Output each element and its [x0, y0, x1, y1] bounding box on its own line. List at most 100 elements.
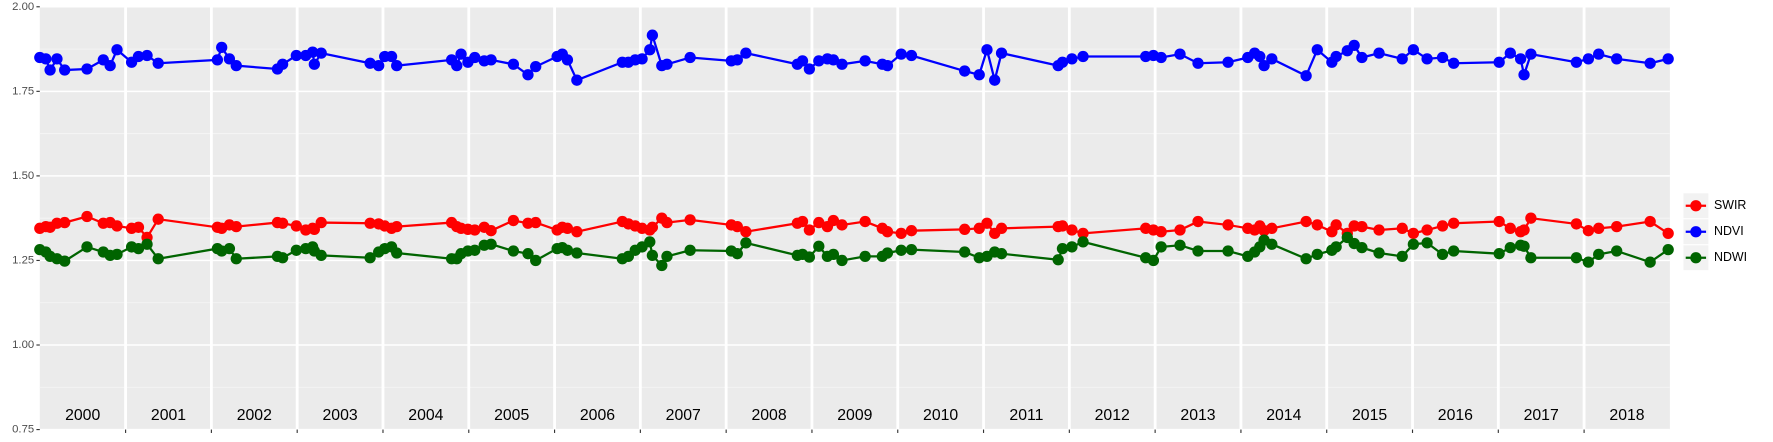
point	[1222, 56, 1234, 68]
point	[561, 54, 574, 66]
point	[152, 57, 164, 69]
point	[391, 247, 403, 259]
point	[859, 55, 871, 67]
point	[485, 225, 497, 237]
point	[485, 238, 497, 250]
point	[315, 216, 327, 229]
point	[1514, 53, 1527, 65]
point	[141, 238, 153, 250]
point	[308, 58, 320, 70]
point	[1266, 222, 1278, 234]
point	[223, 242, 236, 255]
point	[111, 220, 123, 232]
point	[1311, 44, 1323, 56]
year-label: 2000	[65, 407, 100, 424]
point	[132, 221, 145, 233]
point	[731, 220, 743, 233]
point	[1066, 241, 1078, 253]
point	[1436, 51, 1449, 64]
point	[59, 255, 71, 267]
point	[290, 220, 302, 232]
point	[859, 250, 871, 263]
year-label: 2014	[1266, 407, 1301, 424]
point	[1570, 252, 1583, 264]
point	[1174, 48, 1186, 60]
point	[59, 64, 71, 76]
point	[306, 46, 319, 58]
point	[230, 253, 242, 265]
point	[1356, 220, 1368, 233]
point	[1518, 69, 1530, 81]
legend-point	[1690, 252, 1702, 264]
point	[1570, 218, 1583, 230]
point	[656, 259, 668, 272]
point	[81, 63, 93, 75]
point	[995, 248, 1008, 260]
point	[881, 247, 894, 259]
point	[1330, 50, 1342, 63]
point	[59, 216, 71, 229]
point	[530, 216, 542, 229]
point	[1266, 53, 1278, 65]
point	[1155, 241, 1167, 253]
point	[1407, 227, 1420, 240]
point	[1644, 256, 1656, 268]
point	[1147, 254, 1160, 267]
point	[1077, 50, 1089, 63]
year-label: 2013	[1180, 407, 1215, 424]
point	[1077, 227, 1089, 240]
point	[813, 240, 825, 252]
point	[1254, 50, 1266, 63]
point	[740, 47, 752, 59]
point	[152, 213, 164, 225]
point	[684, 244, 696, 256]
point	[1373, 47, 1385, 59]
point	[385, 50, 398, 63]
point	[111, 44, 123, 56]
point	[881, 226, 894, 238]
point	[1582, 53, 1595, 65]
point	[644, 236, 656, 248]
legend-point	[1690, 200, 1702, 212]
point	[132, 50, 145, 63]
point	[40, 53, 52, 65]
point	[1300, 253, 1312, 265]
point	[1356, 51, 1368, 64]
point	[1266, 238, 1278, 250]
point	[1593, 48, 1605, 60]
point	[1300, 70, 1312, 82]
point	[1611, 245, 1623, 257]
point	[1448, 57, 1460, 69]
point	[1222, 219, 1234, 231]
point	[1348, 39, 1360, 51]
point	[1311, 248, 1323, 261]
point	[1570, 56, 1583, 68]
point	[1311, 219, 1323, 231]
point	[827, 54, 840, 66]
point	[1662, 53, 1674, 65]
point	[81, 241, 93, 253]
point	[881, 59, 894, 72]
point	[959, 223, 971, 235]
point	[1330, 219, 1342, 231]
point	[522, 248, 534, 260]
point	[51, 53, 63, 65]
year-label: 2018	[1609, 407, 1644, 424]
year-label: 2009	[837, 407, 872, 424]
point	[290, 49, 302, 62]
point	[571, 247, 583, 259]
point	[895, 227, 907, 240]
point	[1611, 220, 1623, 233]
point	[1644, 57, 1656, 69]
point	[1300, 215, 1312, 228]
point	[959, 246, 971, 258]
point	[81, 210, 93, 223]
legend-label: NDVI	[1714, 224, 1744, 238]
point	[1077, 236, 1089, 248]
point	[364, 252, 376, 264]
point	[391, 59, 403, 72]
point	[469, 244, 481, 256]
point	[836, 219, 848, 231]
point	[959, 65, 971, 77]
